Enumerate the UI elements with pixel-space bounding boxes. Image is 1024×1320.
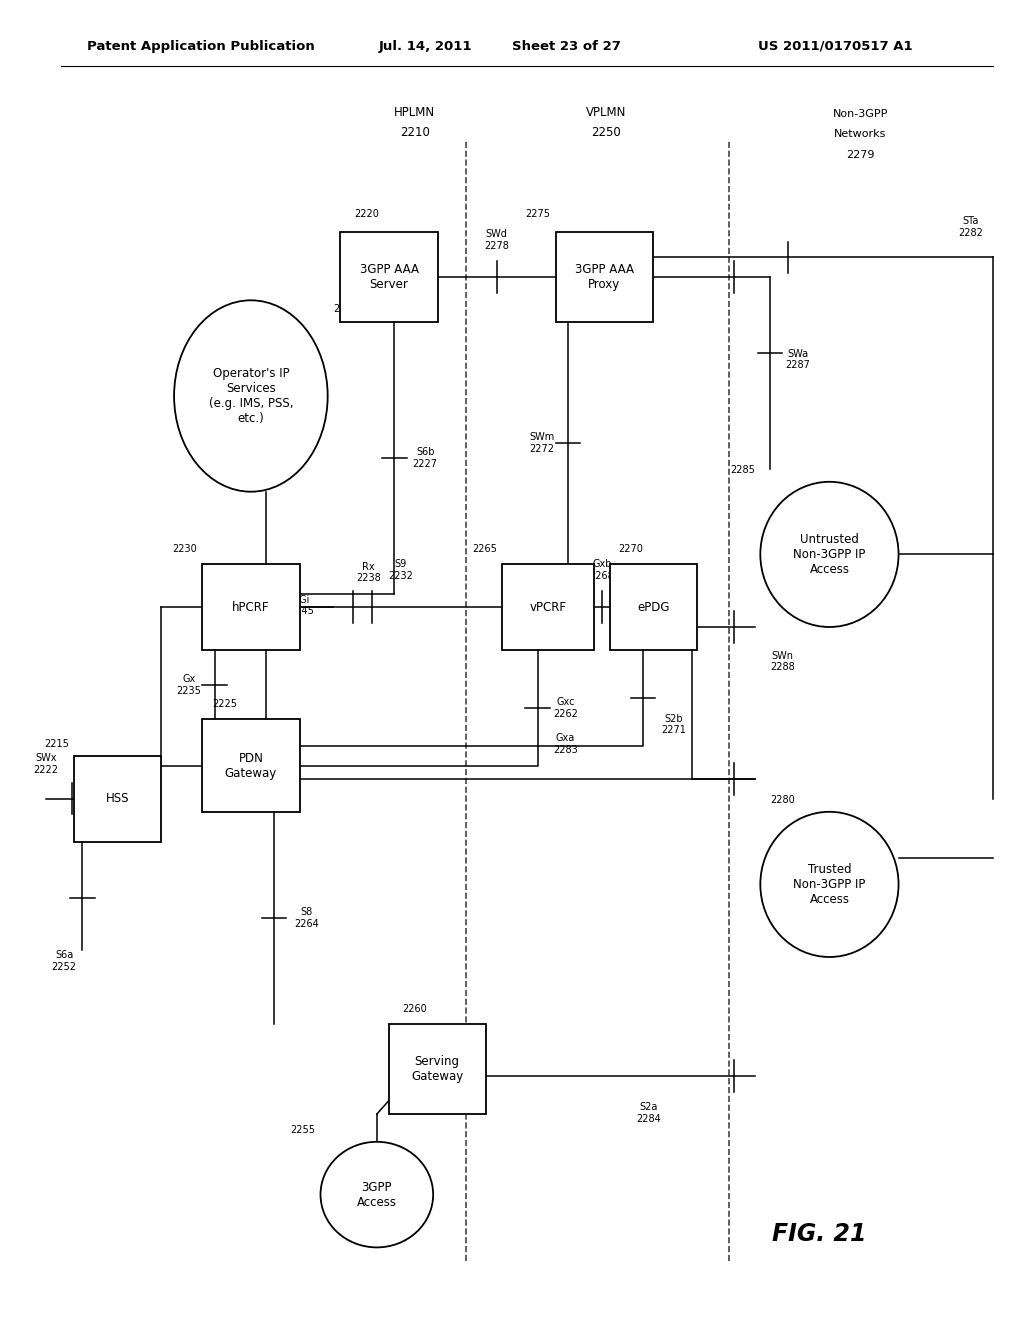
Text: 2225: 2225 xyxy=(213,698,238,709)
Ellipse shape xyxy=(760,812,899,957)
Text: PDN
Gateway: PDN Gateway xyxy=(224,751,278,780)
Text: Operator's IP
Services
(e.g. IMS, PSS,
etc.): Operator's IP Services (e.g. IMS, PSS, e… xyxy=(209,367,293,425)
Text: hPCRF: hPCRF xyxy=(232,601,269,614)
Text: 2265: 2265 xyxy=(472,544,497,554)
Text: 2220: 2220 xyxy=(354,209,379,219)
FancyBboxPatch shape xyxy=(502,565,594,649)
FancyBboxPatch shape xyxy=(75,755,162,842)
Text: US 2011/0170517 A1: US 2011/0170517 A1 xyxy=(758,40,912,53)
Text: STa
2282: STa 2282 xyxy=(958,216,983,238)
Text: 2280: 2280 xyxy=(771,795,796,805)
FancyBboxPatch shape xyxy=(340,232,438,322)
Text: Untrusted
Non-3GPP IP
Access: Untrusted Non-3GPP IP Access xyxy=(794,533,865,576)
FancyBboxPatch shape xyxy=(610,565,696,649)
Text: VPLMN: VPLMN xyxy=(586,106,627,119)
Text: 2250: 2250 xyxy=(591,125,622,139)
Text: 2279: 2279 xyxy=(846,149,874,160)
Text: HSS: HSS xyxy=(106,792,129,805)
Text: 3GPP AAA
Proxy: 3GPP AAA Proxy xyxy=(574,263,634,292)
Text: SWn
2288: SWn 2288 xyxy=(770,651,795,672)
Text: FIG. 21: FIG. 21 xyxy=(772,1222,866,1246)
Ellipse shape xyxy=(321,1142,433,1247)
Text: 3GPP AAA
Server: 3GPP AAA Server xyxy=(359,263,419,292)
Text: SWd
2278: SWd 2278 xyxy=(484,230,509,251)
Text: Gxa
2283: Gxa 2283 xyxy=(553,734,578,755)
Text: S2a
2284: S2a 2284 xyxy=(636,1102,660,1123)
Text: 2240: 2240 xyxy=(333,304,357,314)
Text: 2215: 2215 xyxy=(44,739,70,750)
Text: 2275: 2275 xyxy=(525,209,551,219)
Text: Gxb
2268: Gxb 2268 xyxy=(590,560,614,581)
Text: S9
2232: S9 2232 xyxy=(388,560,413,581)
Text: Trusted
Non-3GPP IP
Access: Trusted Non-3GPP IP Access xyxy=(794,863,865,906)
FancyBboxPatch shape xyxy=(203,565,299,649)
FancyBboxPatch shape xyxy=(389,1024,486,1114)
Text: ePDG: ePDG xyxy=(637,601,670,614)
Text: vPCRF: vPCRF xyxy=(529,601,566,614)
Text: S6b
2227: S6b 2227 xyxy=(413,447,437,469)
Text: Rx
2238: Rx 2238 xyxy=(356,562,381,583)
Text: Networks: Networks xyxy=(834,128,887,139)
Text: SWx
2222: SWx 2222 xyxy=(34,754,58,775)
Text: Gxc
2262: Gxc 2262 xyxy=(553,697,578,718)
Text: 2270: 2270 xyxy=(618,544,643,554)
Text: HPLMN: HPLMN xyxy=(394,106,435,119)
Text: 2285: 2285 xyxy=(730,465,756,475)
Text: Serving
Gateway: Serving Gateway xyxy=(411,1055,464,1084)
Text: 2230: 2230 xyxy=(172,544,197,554)
Ellipse shape xyxy=(174,301,328,492)
Text: S8
2264: S8 2264 xyxy=(295,907,319,929)
FancyBboxPatch shape xyxy=(203,719,299,812)
Text: S2b
2271: S2b 2271 xyxy=(662,714,686,735)
FancyBboxPatch shape xyxy=(555,232,653,322)
Text: 2210: 2210 xyxy=(399,125,430,139)
Text: 2260: 2260 xyxy=(402,1003,427,1014)
Text: Patent Application Publication: Patent Application Publication xyxy=(87,40,314,53)
Text: Jul. 14, 2011: Jul. 14, 2011 xyxy=(379,40,472,53)
Ellipse shape xyxy=(760,482,899,627)
Text: S6a
2252: S6a 2252 xyxy=(51,950,77,972)
Text: Non-3GPP: Non-3GPP xyxy=(833,108,888,119)
Text: 3GPP
Access: 3GPP Access xyxy=(356,1180,397,1209)
Text: SGi
2245: SGi 2245 xyxy=(289,595,313,616)
Text: Sheet 23 of 27: Sheet 23 of 27 xyxy=(512,40,621,53)
Text: SWa
2287: SWa 2287 xyxy=(785,348,810,371)
Text: 2255: 2255 xyxy=(291,1125,315,1135)
Text: SWm
2272: SWm 2272 xyxy=(529,433,555,454)
Text: Gx
2235: Gx 2235 xyxy=(176,675,202,696)
